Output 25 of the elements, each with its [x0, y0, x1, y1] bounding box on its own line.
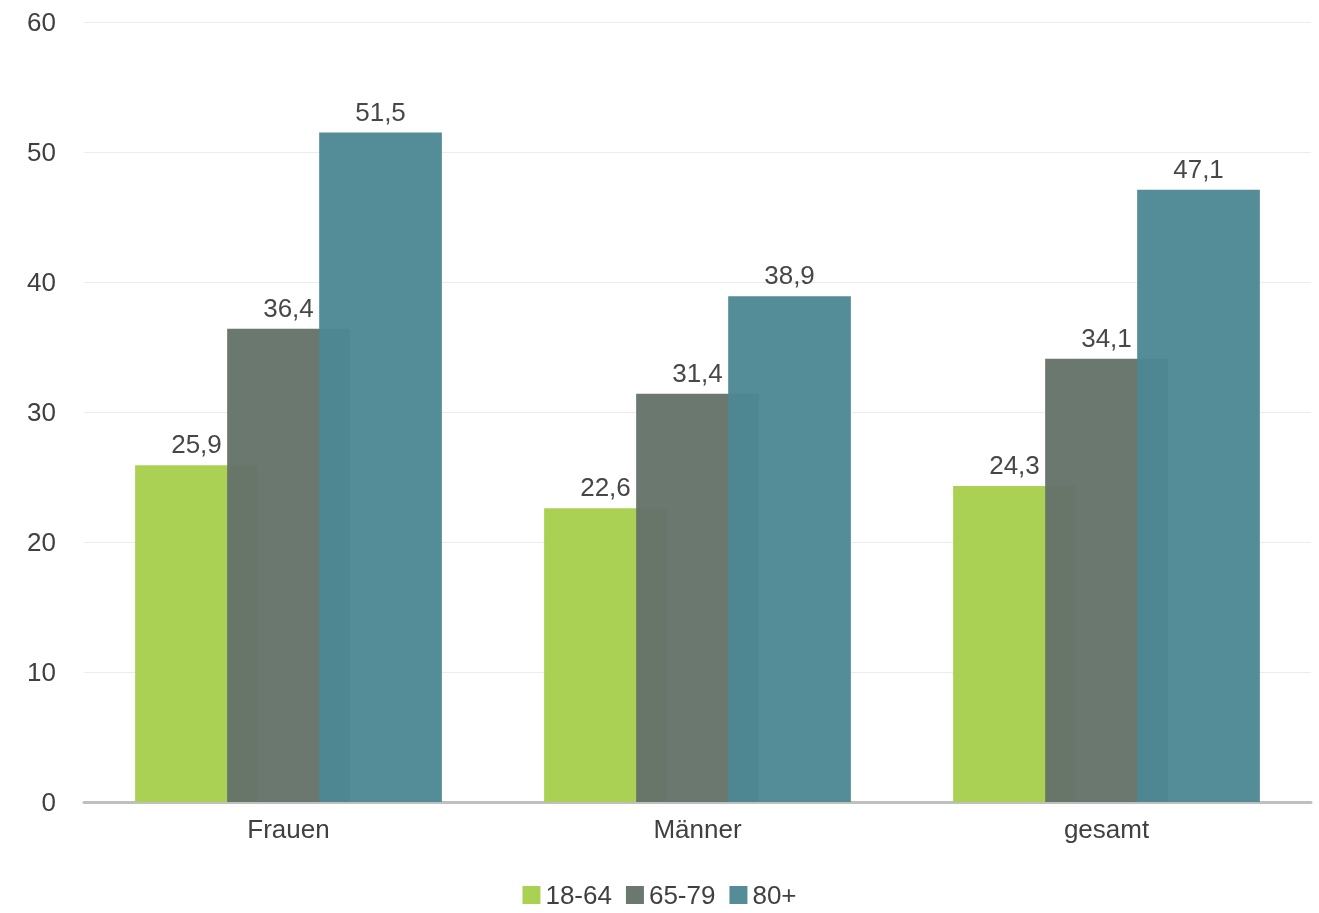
data-label: 22,6 [580, 472, 631, 503]
data-label: 38,9 [764, 260, 815, 291]
bar [728, 296, 851, 802]
data-label: 51,5 [355, 96, 406, 127]
data-label: 31,4 [672, 357, 723, 388]
data-label: 24,3 [989, 450, 1040, 481]
y-tick-label: 50 [27, 137, 56, 167]
y-tick-label: 30 [27, 397, 56, 427]
x-tick-label: Frauen [247, 814, 330, 844]
legend-label: 18-64 [545, 880, 612, 910]
legend-label: 65-79 [648, 880, 716, 910]
bar [1137, 189, 1260, 802]
y-tick-label: 60 [27, 7, 56, 37]
y-tick-label: 0 [41, 787, 56, 817]
y-tick-label: 40 [27, 267, 56, 297]
data-label: 47,1 [1173, 153, 1224, 184]
bar [319, 132, 442, 802]
y-tick-label: 10 [27, 657, 56, 687]
data-label: 36,4 [263, 292, 314, 323]
y-tick-label: 20 [27, 527, 56, 557]
data-label: 34,1 [1081, 322, 1132, 353]
legend-label: 80+ [752, 880, 797, 910]
data-label: 25,9 [171, 429, 222, 460]
x-tick-label: gesamt [1063, 814, 1150, 844]
x-tick-label: Männer [653, 814, 742, 844]
